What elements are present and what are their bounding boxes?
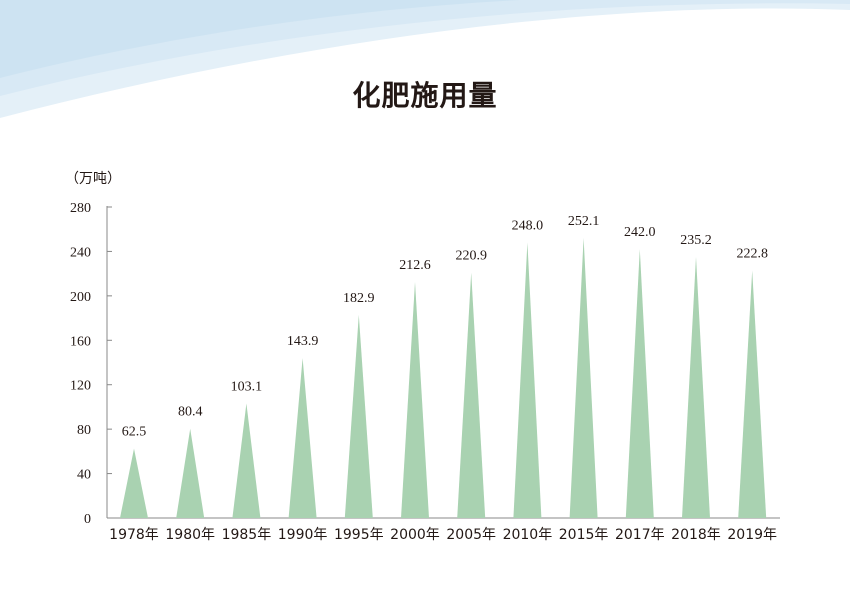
y-tick-label: 120 <box>70 379 91 394</box>
y-tick-label: 40 <box>77 468 91 483</box>
y-tick-label: 160 <box>70 334 91 349</box>
data-label: 242.0 <box>624 225 656 240</box>
data-label: 222.8 <box>736 247 768 262</box>
x-category-label: 1978年 <box>109 527 159 543</box>
bar <box>682 256 710 518</box>
bar <box>457 272 486 518</box>
x-category-label: 1995年 <box>334 527 384 543</box>
bar <box>232 403 261 518</box>
y-tick-label: 0 <box>84 512 91 527</box>
bar <box>625 249 654 518</box>
bar <box>513 242 542 519</box>
data-label: 220.9 <box>455 249 487 264</box>
data-label: 103.1 <box>231 379 263 394</box>
x-category-label: 1985年 <box>222 527 272 543</box>
bar <box>401 281 429 518</box>
bar <box>569 237 598 518</box>
bar <box>176 428 205 518</box>
bar <box>288 358 317 518</box>
y-tick-label: 80 <box>77 423 91 438</box>
data-label: 235.2 <box>680 233 712 248</box>
x-category-label: 2017年 <box>615 527 665 543</box>
bar <box>344 314 373 518</box>
x-category-label: 1990年 <box>278 527 328 543</box>
y-axis-unit-label: （万吨） <box>65 171 121 187</box>
data-label: 248.0 <box>512 219 544 234</box>
x-category-label: 2010年 <box>503 527 553 543</box>
y-tick-label: 240 <box>70 245 91 260</box>
y-tick-label: 280 <box>70 201 91 216</box>
x-category-label: 2005年 <box>446 527 496 543</box>
x-category-label: 2015年 <box>559 527 609 543</box>
data-label: 252.1 <box>568 214 600 229</box>
chart-title: 化肥施用量 <box>352 79 498 112</box>
data-label: 212.6 <box>399 258 431 273</box>
data-label: 143.9 <box>287 334 319 349</box>
data-label: 62.5 <box>122 425 147 440</box>
y-tick-label: 200 <box>70 290 91 305</box>
bar <box>738 270 767 518</box>
x-category-label: 2019年 <box>727 527 777 543</box>
data-label: 182.9 <box>343 291 375 306</box>
bar <box>120 448 148 518</box>
data-label: 80.4 <box>178 405 203 420</box>
x-category-label: 2000年 <box>390 527 440 543</box>
x-category-label: 2018年 <box>671 527 721 543</box>
x-category-label: 1980年 <box>165 527 215 543</box>
